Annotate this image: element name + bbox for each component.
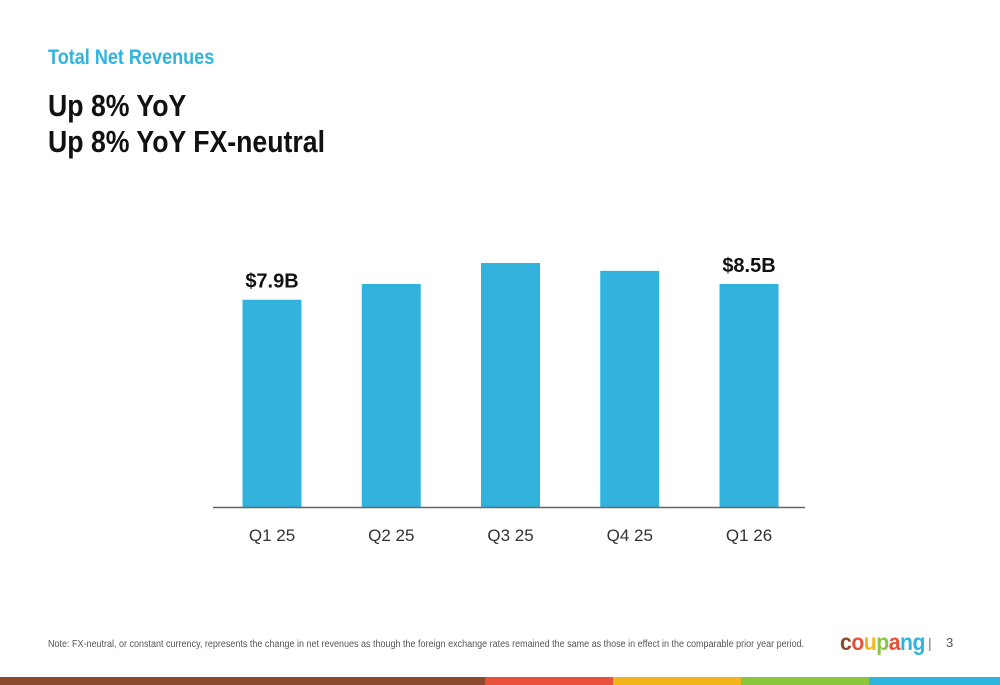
bar-q1-26 (719, 283, 779, 507)
logo-letter: u (863, 629, 877, 655)
bar-q3-25 (481, 263, 540, 507)
page-number: 3 (946, 635, 954, 650)
logo-letter: c (840, 629, 852, 655)
bar-q4-25 (600, 270, 660, 507)
headline-fx-neutral: Up 8% YoY FX-neutral (48, 124, 326, 159)
data-label: $8.5B (722, 255, 775, 277)
logo-letter: a (888, 629, 901, 655)
logo-letter: p (876, 629, 889, 655)
bottom-bar-segment (613, 677, 741, 685)
bar-q2-25 (361, 283, 421, 507)
footnote: Note: FX-neutral, or constant currency, … (48, 639, 805, 650)
x-tick-label: Q3 25 (487, 526, 533, 545)
bottom-bar-segment (485, 677, 613, 685)
data-label: $7.9B (245, 271, 298, 293)
headline-yoy: Up 8% YoY (48, 88, 187, 123)
slide-kicker: Total Net Revenues (48, 46, 215, 69)
bottom-bar-segment (741, 677, 869, 685)
logo-letter: g (912, 629, 926, 655)
x-tick-label: Q4 25 (607, 526, 653, 545)
footer-separator: | (928, 635, 932, 651)
bottom-bar-segment (869, 677, 1000, 685)
logo-letter: n (900, 629, 913, 655)
logo-letter: o (851, 629, 864, 655)
x-tick-label: Q1 25 (249, 526, 295, 545)
bar-q1-25 (242, 299, 302, 507)
bottom-bar-segment (0, 677, 485, 685)
bottom-color-bar (0, 677, 1000, 685)
coupang-logo: coupang (840, 629, 925, 656)
x-tick-label: Q2 25 (368, 526, 414, 545)
x-tick-label: Q1 26 (726, 526, 772, 545)
